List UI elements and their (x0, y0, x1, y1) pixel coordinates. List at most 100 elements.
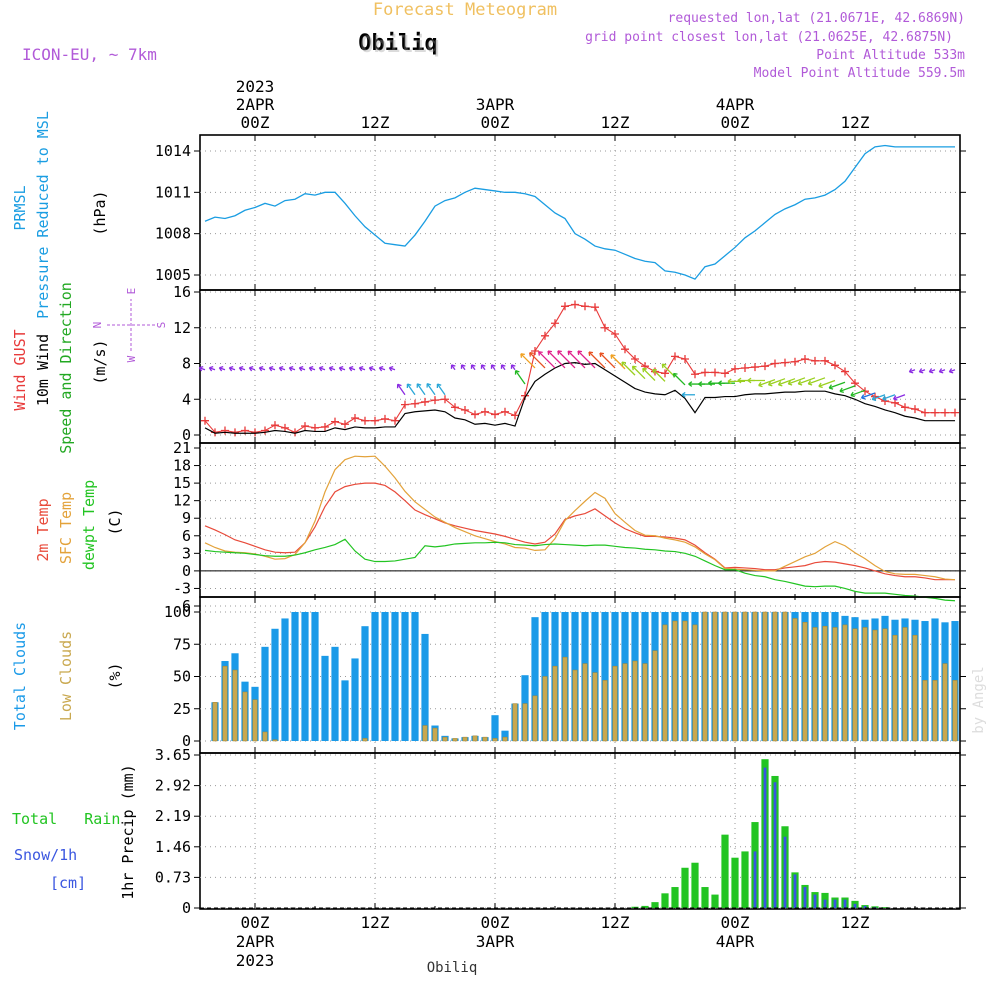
wind-barb-arrow (460, 364, 466, 371)
wind-arrow-head (839, 387, 844, 394)
gust-marker (321, 422, 329, 431)
wind-arrow-head (436, 383, 442, 388)
gust-marker (751, 363, 759, 372)
low-cloud-bar (272, 739, 278, 742)
gust-marker (761, 362, 769, 371)
wind-barb-arrow (577, 350, 596, 369)
gust-marker (591, 303, 599, 312)
wind-arrow-head (308, 365, 314, 372)
total-cloud-bar (371, 612, 379, 741)
wind-arrow-shaft (828, 381, 846, 389)
low-cloud-bar (782, 611, 788, 742)
wind-barb-arrow (661, 363, 676, 378)
total-cloud-bar (411, 612, 419, 741)
wind-arrow-shaft (778, 378, 796, 386)
wind-arrow-head (348, 365, 354, 372)
pressure-frame (199, 134, 961, 291)
low-cloud-bar (882, 628, 888, 742)
wind-barb-arrow (850, 389, 866, 398)
y-tick-label: 0 (182, 562, 191, 580)
y-tick-label: 0 (182, 732, 191, 750)
rain-bar (741, 851, 749, 908)
gust-marker (451, 403, 459, 412)
y-tick-label: 16 (173, 283, 191, 301)
wind-arrow-head (258, 365, 264, 372)
wind-arrow-head (358, 365, 364, 372)
wind-arrow-head (652, 368, 658, 374)
wind-barb-arrow (681, 391, 695, 398)
gust-marker (351, 414, 359, 423)
rain-bar (641, 905, 649, 908)
low-cloud-bar (742, 611, 748, 742)
snow-bar (793, 874, 797, 908)
wind-arrow-shaft (529, 352, 546, 369)
wind-arrow-shaft (416, 383, 426, 396)
gust-marker (831, 361, 839, 370)
snow-bar (833, 899, 837, 908)
wind-barb-arrow (892, 394, 906, 401)
wind-barb-arrow (470, 364, 476, 371)
low-cloud-bar (682, 620, 688, 742)
gust-marker (261, 426, 269, 435)
wind-arrow-head (610, 354, 616, 359)
gust-marker (601, 323, 609, 332)
gust-marker (311, 423, 319, 432)
wind-arrow-head (278, 365, 284, 372)
temp2m-line (204, 482, 955, 581)
wind-barb-arrow (767, 378, 786, 387)
gust-marker (531, 346, 539, 355)
gust-marker (791, 357, 799, 366)
total-cloud-label: Total Clouds (11, 622, 29, 730)
gust-marker (931, 408, 939, 417)
y-tick-label: 1008 (155, 225, 191, 243)
low-cloud-bar (932, 680, 938, 742)
top-date-label: 2APR (236, 95, 275, 114)
top-date-label: 3APR (476, 95, 515, 114)
wind-barb-arrow (652, 368, 666, 382)
snow-bar (783, 836, 787, 908)
wind-barb-arrow (378, 365, 386, 372)
wind-unit: (m/s) (91, 339, 109, 384)
wind-arrow-shaft (515, 370, 526, 385)
wind-arrow-head (758, 381, 763, 388)
rain-bar (651, 902, 659, 908)
wind-barb-arrow (348, 365, 356, 372)
wind-arrow-head (490, 364, 496, 369)
wind-barb-arrow (198, 365, 206, 372)
wind-barb-arrow (557, 350, 576, 369)
rain-label: Total Rain (12, 810, 120, 828)
location-title-shadow: Obiliq (360, 33, 439, 58)
wind-barb-arrow (248, 365, 256, 372)
wind-barb-arrow (368, 365, 376, 372)
low-cloud-bar (252, 699, 258, 742)
low-cloud-bar (652, 650, 658, 742)
snow-bar (753, 851, 757, 908)
wind-arrow-shaft (588, 351, 606, 369)
low-cloud-bar (552, 665, 558, 742)
gust-marker (401, 400, 409, 409)
wind-arrow-head (500, 364, 506, 369)
wind-barb-arrow (238, 365, 246, 372)
y-tick-label: 0 (182, 899, 191, 917)
rain-bar (711, 894, 719, 908)
gust-marker (431, 396, 439, 405)
wind-arrow-head (406, 383, 412, 388)
wind-arrow-head (747, 377, 752, 384)
wind-barb-arrow (787, 377, 806, 386)
wind-arrow-head (688, 381, 693, 387)
low-cloud-bar (452, 738, 458, 742)
wind-barb-arrow (538, 351, 556, 369)
wind-arrow-head (567, 350, 573, 356)
bottom-date-label: 2APR (236, 932, 275, 951)
wind-arrow-head (948, 368, 954, 374)
wind-arrow-shaft (577, 350, 596, 369)
gust-marker (811, 356, 819, 365)
top-hour-label: 12Z (361, 113, 390, 132)
wind-barb-arrow (426, 383, 436, 396)
gust-marker (411, 399, 419, 408)
top-hour-label: 12Z (601, 113, 630, 132)
pressure-unit: (hPa) (91, 190, 109, 235)
